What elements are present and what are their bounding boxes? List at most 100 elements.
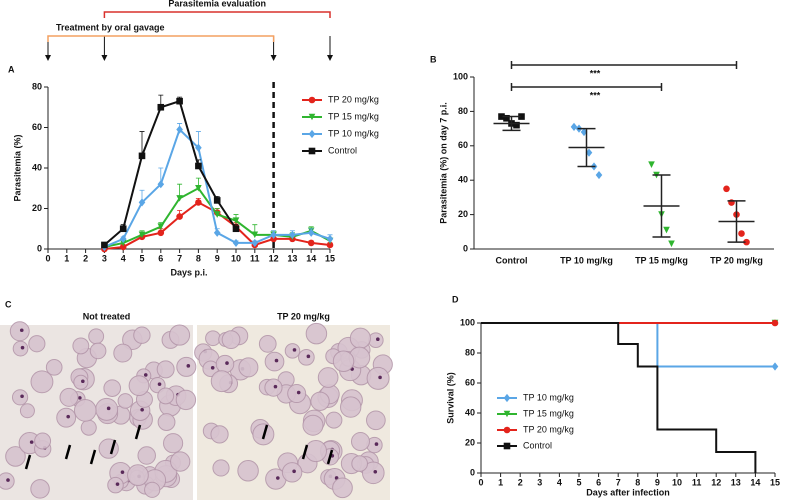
- cell: [144, 481, 161, 498]
- cell: [284, 343, 301, 359]
- legend-marker: [503, 410, 511, 418]
- significance-bracket: [510, 83, 663, 91]
- y-tick-label: 100: [453, 71, 468, 81]
- marker: [648, 161, 655, 169]
- pointer-arrow: [134, 424, 142, 440]
- marker: [326, 234, 334, 243]
- x-tick-label: 6: [158, 253, 163, 263]
- period-bracket: [47, 35, 275, 42]
- marker: [326, 241, 334, 249]
- x-tick-label: 5: [139, 253, 144, 263]
- cell: [107, 476, 124, 494]
- significance-bracket: [510, 61, 738, 69]
- y-tick-label: 100: [460, 317, 475, 327]
- cell: [73, 374, 89, 390]
- marker: [176, 213, 183, 220]
- pointer-arrow: [261, 424, 269, 440]
- sd-bar: [727, 200, 746, 243]
- x-tick-label: 7: [177, 253, 182, 263]
- marker: [213, 197, 221, 204]
- marker: [270, 230, 277, 239]
- cell: [45, 358, 63, 376]
- series-line: [103, 99, 237, 246]
- marker: [119, 243, 127, 251]
- marker: [119, 225, 127, 233]
- cell: [258, 335, 277, 353]
- marker: [138, 231, 146, 239]
- parasite: [210, 365, 215, 370]
- legend-label: Control: [523, 440, 552, 450]
- legend-label: TP 20 mg/kg: [328, 94, 379, 104]
- cell: [163, 433, 184, 454]
- marker: [101, 241, 108, 249]
- legend-label: TP 20 mg/kg: [523, 424, 574, 434]
- cell: [103, 379, 122, 397]
- legend-marker: [308, 147, 316, 155]
- cell: [113, 343, 133, 363]
- marker: [498, 113, 505, 120]
- cell: [12, 340, 29, 357]
- marker: [518, 113, 525, 120]
- x-axis-label: Days after infection: [586, 487, 670, 497]
- x-tick-label: 4: [121, 253, 126, 263]
- cell: [212, 459, 230, 477]
- cell: [28, 335, 46, 353]
- cell: [304, 439, 327, 463]
- cell: [169, 324, 191, 346]
- marker: [157, 180, 165, 189]
- cell: [133, 326, 151, 344]
- arrow-head: [327, 55, 333, 61]
- cell: [56, 407, 77, 428]
- x-tick-label: 10: [231, 253, 241, 263]
- marker: [195, 184, 202, 192]
- marker: [307, 239, 315, 247]
- x-tick-label: 11: [250, 253, 260, 263]
- panel-label: A: [8, 64, 15, 74]
- cell: [317, 367, 339, 388]
- marker: [585, 148, 593, 157]
- marker: [668, 240, 675, 248]
- marker: [213, 228, 221, 237]
- pointer-arrow: [109, 439, 117, 455]
- pointer-arrow: [326, 449, 334, 465]
- parasite: [273, 384, 278, 389]
- marker: [157, 229, 165, 237]
- cell: [238, 357, 259, 378]
- cell: [281, 462, 303, 483]
- cell: [88, 328, 105, 345]
- legend-marker: [308, 129, 316, 139]
- x-tick-label: 8: [635, 477, 640, 487]
- parasite: [225, 361, 229, 365]
- x-tick-label: 14: [306, 253, 316, 263]
- y-tick-label: 80: [458, 106, 468, 116]
- y-tick-label: 40: [465, 407, 475, 417]
- cell: [73, 399, 97, 422]
- legend-marker: [308, 113, 316, 121]
- parasite: [78, 396, 82, 400]
- parasite: [374, 442, 379, 446]
- parasite: [19, 328, 24, 333]
- x-tick-label: 8: [196, 253, 201, 263]
- x-tick-label: 14: [750, 477, 760, 487]
- parasite: [140, 407, 144, 412]
- marker: [119, 234, 127, 243]
- cell: [221, 330, 241, 350]
- cell: [156, 360, 175, 379]
- cell: [210, 425, 229, 444]
- x-tick-label: 11: [692, 477, 702, 487]
- marker: [138, 152, 146, 160]
- period-label: Treatment by oral gavage: [56, 22, 165, 32]
- parasite: [29, 440, 34, 444]
- parasite: [373, 469, 378, 474]
- cell: [332, 477, 353, 499]
- parasite: [186, 364, 191, 368]
- x-tick-label: TP 15 mg/kg: [635, 255, 688, 265]
- x-tick-label: 15: [770, 477, 780, 487]
- x-tick-label: 7: [616, 477, 621, 487]
- x-tick-label: 3: [102, 253, 107, 263]
- y-tick-label: 60: [458, 140, 468, 150]
- cell: [19, 403, 35, 419]
- legend-label: TP 15 mg/kg: [328, 111, 379, 121]
- cell: [351, 455, 368, 472]
